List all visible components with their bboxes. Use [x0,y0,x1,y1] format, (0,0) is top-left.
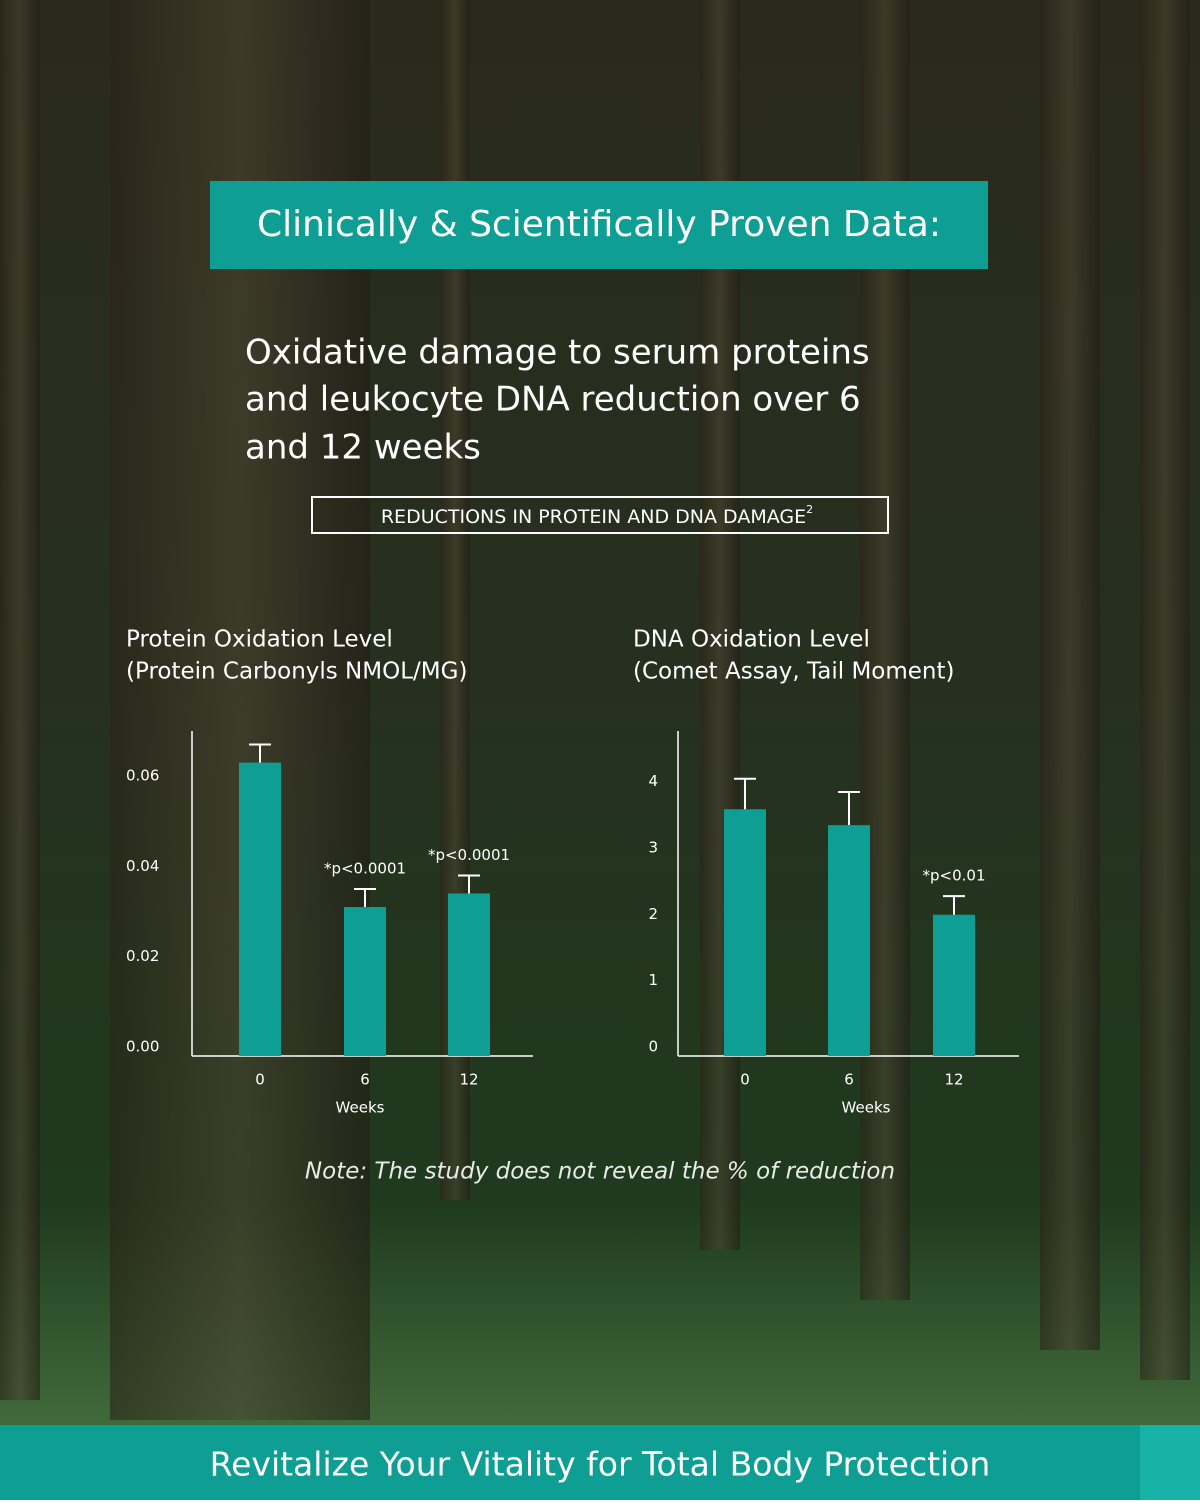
footer-accent [1140,1425,1200,1500]
significance-label: *p<0.0001 [324,859,406,877]
x-tick-label: 0 [740,1071,750,1089]
headline: Oxidative damage to serum proteins [245,333,870,373]
y-tick-label: 0.02 [126,947,159,965]
error-bar [458,874,480,894]
chart-subtitle: (Protein Carbonyls NMOL/MG) [126,659,467,685]
significance-label: *p<0.0001 [428,846,510,864]
error-bar [354,887,376,908]
x-axis-label: Weeks [336,1099,385,1117]
badge-superscript: 2 [806,503,813,516]
bar [448,893,490,1056]
y-tick-label: 1 [648,971,658,989]
bar [239,762,281,1056]
badge: REDUCTIONS IN PROTEIN AND DNA DAMAGE2 [381,503,813,528]
footer-band [0,1425,1200,1500]
error-bar [249,743,271,763]
chart-title: Protein Oxidation Level [126,627,393,653]
x-tick-label: 12 [459,1071,478,1089]
error-bar [943,895,965,915]
error-bar [734,777,756,810]
y-tick-label: 2 [648,905,658,923]
title: Clinically & Scientifically Proven Data: [257,204,941,245]
badge-box [311,496,889,534]
bar [724,809,766,1056]
x-tick-label: 6 [360,1071,370,1089]
chart-title: DNA Oxidation Level [633,627,870,653]
badge-text: REDUCTIONS IN PROTEIN AND DNA DAMAGE [381,506,806,528]
error-bar [838,791,860,826]
significance-label: *p<0.01 [923,867,986,885]
headline: and leukocyte DNA reduction over 6 [245,380,861,420]
x-tick-label: 0 [255,1071,265,1089]
y-tick-label: 0 [648,1038,658,1056]
x-tick-label: 12 [944,1071,963,1089]
x-tick-label: 6 [844,1071,854,1089]
title-box [210,181,988,269]
bar [933,914,975,1056]
headline: and 12 weeks [245,428,481,468]
y-tick-label: 0.00 [126,1038,159,1056]
bar [828,825,870,1056]
footer: Revitalize Your Vitality for Total Body … [210,1445,991,1484]
note: Note: The study does not reveal the % of… [305,1159,895,1185]
y-tick-label: 0.06 [126,767,159,785]
y-tick-label: 0.04 [126,857,159,875]
chart-subtitle: (Comet Assay, Tail Moment) [633,659,954,685]
x-axis-label: Weeks [842,1099,891,1117]
bar [344,907,386,1056]
y-tick-label: 3 [648,839,658,857]
y-tick-label: 4 [648,772,658,790]
